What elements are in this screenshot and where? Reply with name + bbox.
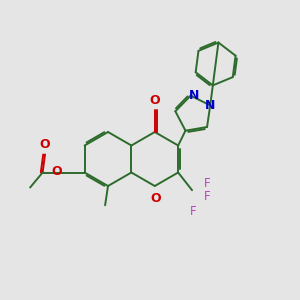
Text: O: O <box>149 94 160 106</box>
Text: F: F <box>203 177 210 190</box>
Text: O: O <box>40 138 50 151</box>
Text: N: N <box>188 89 199 102</box>
Text: F: F <box>190 205 197 218</box>
Text: O: O <box>52 165 62 178</box>
Text: F: F <box>203 190 210 203</box>
Text: O: O <box>150 192 161 205</box>
Text: N: N <box>205 99 215 112</box>
